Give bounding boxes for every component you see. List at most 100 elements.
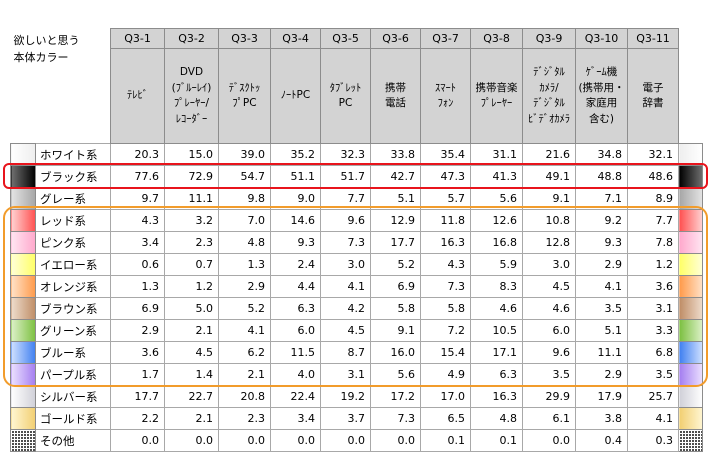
row-color-label: オレンジ系 [35,275,111,298]
color-swatch-right [678,187,703,210]
value-cell: 4.5 [522,275,576,298]
value-cell: 2.1 [164,319,219,342]
table-row: パープル系 1.7 1.4 2.1 4.0 3.1 5.6 4.9 6.3 3.5 2.9 3.5 [10,363,703,386]
column-device-q3-4: ﾉｰﾄPC [270,48,321,144]
value-cell: 6.3 [470,363,523,386]
table-body: ホワイト系 20.3 15.0 39.0 35.2 32.3 33.8 35.4 31.1 21.… [10,143,703,452]
value-cell: 51.1 [270,165,321,188]
row-color-label: ピンク系 [35,231,111,254]
color-swatch-right [678,209,703,232]
value-cell: 12.9 [370,209,421,232]
column-code-q3-8: Q3-8 [470,28,523,49]
value-cell: 12.8 [522,231,576,254]
color-swatch-left [10,253,36,276]
row-color-label: シルバー系 [35,385,111,408]
value-cell: 31.1 [470,143,523,166]
column-device-label-line: (携帯用・ [578,81,625,94]
value-cell: 7.8 [627,231,679,254]
row-color-label: ホワイト系 [35,143,111,166]
value-cell: 2.1 [218,363,271,386]
table-row: ピンク系 3.4 2.3 4.8 9.3 7.3 17.7 16.3 16.8 12.8 9.3 7.… [10,231,703,254]
column-device-label-line: ﾃﾞｼﾞﾀﾙ [533,66,565,78]
color-preference-table: 欲しいと思う 本体カラー Q3-1 Q3-2 Q3-3 Q3-4 Q3-5 Q3-6 Q3-7… [10,28,703,452]
column-code-q3-3: Q3-3 [218,28,271,49]
value-cell: 8.3 [470,275,523,298]
value-cell: 2.3 [164,231,219,254]
value-cell: 1.4 [164,363,219,386]
value-cell: 3.3 [627,319,679,342]
value-cell: 1.3 [218,253,271,276]
value-cell: 41.3 [470,165,523,188]
table-row: シルバー系 17.7 22.7 20.8 22.4 19.2 17.2 17.0 16.3 29.… [10,385,703,408]
column-device-q3-9: ﾃﾞｼﾞﾀﾙ ｶﾒﾗ/ﾃﾞｼﾞﾀﾙ ﾋﾞﾃﾞｵｶﾒﾗ [522,48,576,144]
value-cell: 48.6 [627,165,679,188]
value-cell: 2.9 [575,253,628,276]
value-cell: 2.9 [218,275,271,298]
header-blank-right [678,28,703,144]
corner-header-label: 欲しいと思う 本体カラー [10,28,111,144]
value-cell: 3.2 [164,209,219,232]
table-row: グリーン系 2.9 2.1 4.1 6.0 4.5 9.1 7.2 10.5 6.0 5.1 3.3 [10,319,703,342]
value-cell: 3.8 [575,407,628,430]
column-device-q3-7: ｽﾏｰﾄ ﾌｫﾝ [420,48,471,144]
value-cell: 17.2 [370,385,421,408]
color-swatch-right [678,319,703,342]
value-cell: 4.1 [320,275,371,298]
value-cell: 3.5 [522,363,576,386]
color-swatch-left [10,275,36,298]
column-device-label-line: (ﾌﾞﾙｰﾚｲ) [171,81,212,94]
value-cell: 15.0 [164,143,219,166]
column-device-label-line: ﾌﾟﾚｰﾔｰ [480,97,513,109]
value-cell: 16.3 [470,385,523,408]
color-swatch-left [10,429,36,452]
column-device-label-line: ﾃﾞｽｸﾄｯ [228,81,261,94]
value-cell: 20.8 [218,385,271,408]
value-cell: 1.7 [110,363,165,386]
value-cell: 77.6 [110,165,165,188]
column-device-label-line: ｶﾒﾗ/ [539,81,559,94]
value-cell: 4.3 [110,209,165,232]
value-cell: 5.1 [575,319,628,342]
value-cell: 4.8 [218,231,271,254]
value-cell: 4.8 [470,407,523,430]
column-device-q3-11: 電子 辞書 [627,48,679,144]
corner-header-line: 欲しいと思う [13,33,80,47]
color-swatch-left [10,385,36,408]
value-cell: 6.0 [522,319,576,342]
value-cell: 35.2 [270,143,321,166]
value-cell: 5.9 [470,253,523,276]
value-cell: 4.1 [218,319,271,342]
value-cell: 22.7 [164,385,219,408]
value-cell: 6.9 [370,275,421,298]
value-cell: 72.9 [164,165,219,188]
color-swatch-left [10,341,36,364]
value-cell: 8.9 [627,187,679,210]
value-cell: 3.7 [320,407,371,430]
value-cell: 9.0 [270,187,321,210]
value-cell: 4.6 [522,297,576,320]
value-cell: 5.8 [420,297,471,320]
color-swatch-right [678,165,703,188]
value-cell: 35.4 [420,143,471,166]
value-cell: 7.3 [320,231,371,254]
column-device-label-line: ﾃﾚﾋﾞ [127,89,148,102]
column-device-label-line: ﾉｰﾄPC [280,89,311,102]
color-swatch-left [10,143,36,166]
table-header: 欲しいと思う 本体カラー Q3-1 Q3-2 Q3-3 Q3-4 Q3-5 Q3-6 Q3-7… [10,28,703,144]
color-swatch-right [678,143,703,166]
value-cell: 0.0 [110,429,165,452]
column-code-q3-2: Q3-2 [164,28,219,49]
column-code-q3-6: Q3-6 [370,28,421,49]
value-cell: 5.2 [370,253,421,276]
color-swatch-left [10,407,36,430]
table-row: ブラウン系 6.9 5.0 5.2 6.3 4.2 5.8 5.8 4.6 4.6 3.5 3.1 [10,297,703,320]
column-device-label-line: PC [338,97,353,109]
value-cell: 16.0 [370,341,421,364]
value-cell: 33.8 [370,143,421,166]
value-cell: 19.2 [320,385,371,408]
value-cell: 0.0 [218,429,271,452]
value-cell: 3.0 [320,253,371,276]
value-cell: 3.4 [270,407,321,430]
value-cell: 11.1 [575,341,628,364]
column-device-label-line: ﾚｺｰﾀﾞｰ [175,112,208,125]
